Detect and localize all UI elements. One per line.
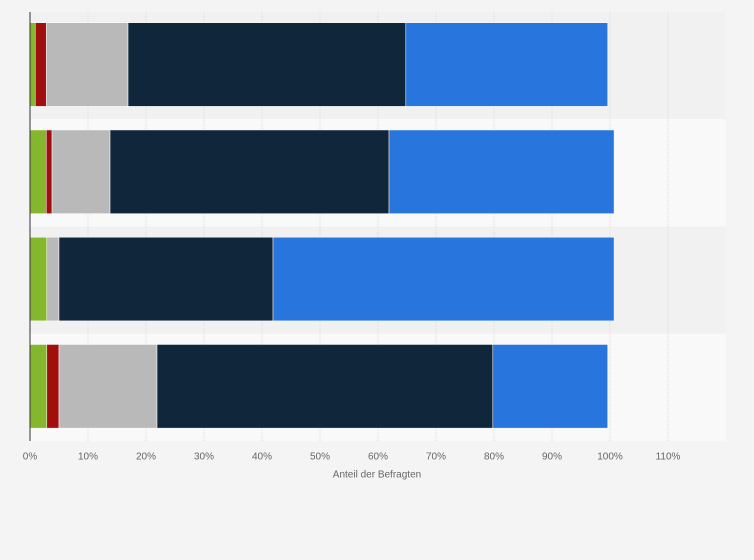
bar-segment	[29, 344, 48, 429]
bar-segment	[29, 129, 47, 214]
x-tick-label: 0%	[23, 452, 38, 463]
x-tick-label: 60%	[368, 452, 388, 463]
x-tick-label: 20%	[136, 452, 156, 463]
bar-segment	[109, 129, 390, 214]
x-tick-label: 80%	[484, 452, 504, 463]
x-tick-label: 30%	[194, 452, 214, 463]
bar-segment	[156, 344, 494, 429]
bar-segment	[58, 344, 158, 429]
x-tick-label: 100%	[597, 452, 623, 463]
bar-segment	[46, 236, 60, 322]
x-tick-label: 10%	[78, 452, 98, 463]
bar-segment	[58, 236, 274, 322]
bar-segment	[492, 344, 608, 429]
bar-segment	[29, 22, 36, 107]
bar-segment	[46, 344, 60, 429]
bar-segment	[272, 236, 615, 322]
bar-segment	[127, 22, 407, 107]
bar-segment	[45, 22, 129, 107]
x-tick-label: 110%	[656, 452, 681, 463]
bar-segment	[29, 236, 48, 322]
bar-segment	[388, 129, 615, 214]
x-axis-label: Anteil der Befragten	[333, 470, 421, 481]
bar-segment	[51, 129, 111, 214]
x-tick-label: 40%	[252, 452, 272, 463]
bar-segment	[45, 129, 53, 214]
x-tick-label: 50%	[310, 452, 330, 463]
x-tick-label: 90%	[542, 452, 562, 463]
bar-segment	[34, 22, 47, 107]
x-tick-label: 70%	[426, 452, 446, 463]
bar-segment	[405, 22, 608, 107]
